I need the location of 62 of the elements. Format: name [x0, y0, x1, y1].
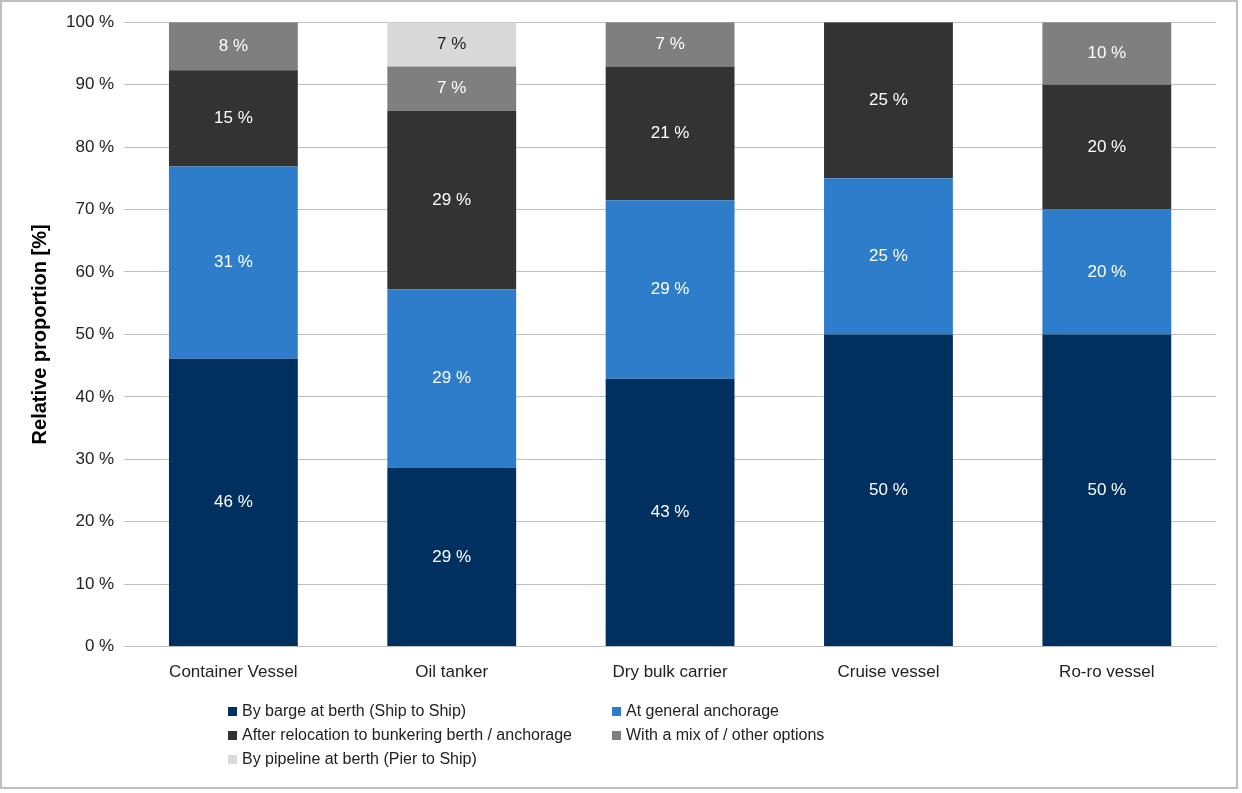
data-label: 29 % [650, 279, 690, 299]
y-tick-label: 40 % [75, 386, 115, 406]
bar [1042, 334, 1172, 647]
legend-label: By barge at berth (Ship to Ship) [241, 702, 468, 720]
bar [387, 289, 517, 469]
data-label: 7 % [437, 34, 467, 54]
data-label: 29 % [432, 546, 472, 566]
legend-label: After relocation to bunkering berth / anchorage [241, 726, 573, 744]
bar [168, 166, 298, 359]
y-tick-label: 20 % [75, 511, 115, 531]
x-tick-label: Cruise vessel [837, 662, 940, 682]
legend-label: At general anchorage [625, 702, 780, 720]
data-label: 20 % [1087, 136, 1127, 156]
bar [605, 378, 735, 647]
y-tick-label: 0 % [84, 636, 115, 656]
y-axis-title: Relative proportion [%] [27, 224, 50, 445]
bar [824, 334, 953, 647]
data-label: 21 % [650, 123, 690, 143]
y-tick-label: 70 % [75, 199, 115, 219]
legend-label: By pipeline at berth (Pier to Ship) [241, 750, 478, 768]
y-tick-label: 90 % [75, 74, 115, 94]
bar [1042, 84, 1172, 210]
legend-label: With a mix of / other options [625, 726, 826, 744]
data-label: 25 % [869, 246, 908, 266]
data-label: 10 % [1087, 43, 1127, 63]
y-tick-label: 10 % [75, 573, 115, 593]
bar [605, 200, 735, 379]
x-tick-label: Container Vessel [169, 662, 298, 682]
y-tick-label: 30 % [75, 448, 115, 468]
data-label: 46 % [214, 492, 253, 512]
x-tick-label: Ro-ro vessel [1059, 662, 1155, 682]
x-tick-label: Dry bulk carrier [612, 662, 729, 682]
y-tick-label: 100 % [66, 11, 115, 31]
y-tick-label: 60 % [75, 261, 115, 281]
bar [387, 110, 517, 290]
data-label: 29 % [432, 189, 472, 209]
bar [168, 70, 298, 167]
data-label: 50 % [869, 479, 908, 499]
bar [1042, 209, 1172, 335]
bar [605, 22, 735, 67]
bar [1042, 22, 1172, 85]
bar [605, 66, 735, 201]
y-tick-label: 50 % [75, 324, 115, 344]
bar [824, 178, 953, 335]
data-label: 7 % [655, 34, 685, 54]
data-label: 50 % [1087, 479, 1127, 499]
bar [824, 22, 953, 179]
bar [168, 22, 298, 71]
bar [168, 358, 298, 647]
data-label: 25 % [869, 89, 908, 109]
data-label: 43 % [650, 502, 690, 522]
data-label: 29 % [432, 368, 472, 388]
bar [387, 468, 517, 647]
bar [387, 22, 517, 67]
y-tick-label: 80 % [75, 136, 115, 156]
data-label: 7 % [437, 78, 467, 98]
x-tick-label: Oil tanker [415, 662, 489, 682]
data-label: 8 % [218, 35, 249, 55]
data-label: 15 % [214, 108, 253, 128]
bar [387, 66, 517, 111]
data-label: 20 % [1087, 261, 1127, 281]
data-label: 31 % [214, 252, 253, 272]
